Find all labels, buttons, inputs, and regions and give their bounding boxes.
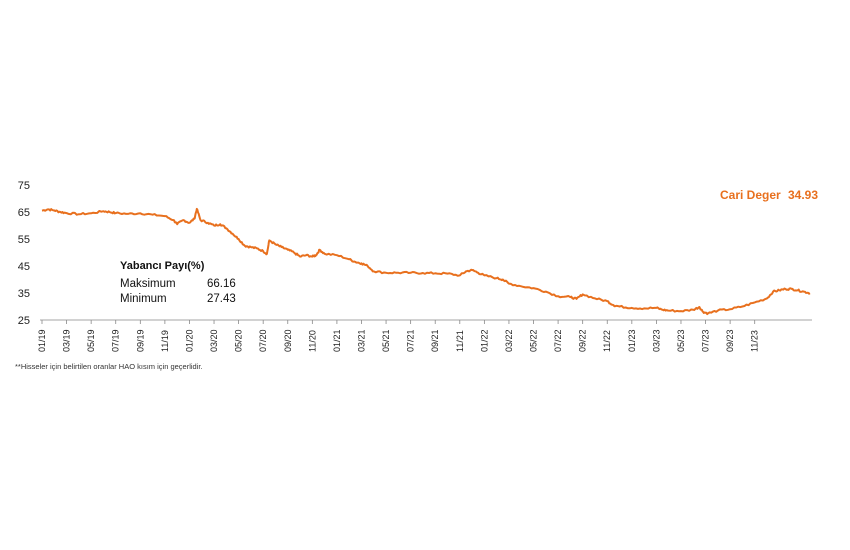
max-label: Maksimum (120, 278, 176, 290)
y-tick-label: 35 (18, 288, 30, 300)
x-tick-label: 01/22 (479, 329, 489, 352)
min-label: Minimum (120, 293, 167, 305)
x-tick-label: 11/19 (160, 330, 170, 352)
x-tick-label: 05/20 (234, 329, 244, 352)
x-tick-label: 07/21 (406, 329, 416, 352)
y-tick-label: 45 (18, 261, 30, 273)
x-axis: 01/19 03/19 05/19 07/19 09/19 11/19 01/20 03/20… (37, 320, 760, 352)
x-tick-label: 03/22 (504, 329, 514, 352)
current-value-number: 34.93 (788, 188, 818, 202)
x-tick-label: 05/22 (529, 329, 539, 352)
x-tick-label: 09/23 (725, 329, 735, 352)
y-axis: 25 35 45 55 65 75 (18, 180, 30, 327)
x-tick-label: 01/20 (184, 329, 194, 352)
x-tick-label: 09/19 (135, 329, 145, 352)
series-line-yabanci-payi (41, 207, 811, 316)
x-tick-label: 03/20 (209, 329, 219, 352)
x-tick-label: 01/23 (627, 329, 637, 352)
max-value: 66.16 (207, 278, 236, 290)
min-value: 27.43 (207, 293, 236, 305)
info-box: Yabancı Payı(%) Maksimum 66.16 Minimum 2… (120, 260, 236, 305)
info-box-title: Yabancı Payı(%) (120, 260, 205, 272)
x-tick-label: 03/21 (356, 329, 366, 352)
x-tick-label: 07/23 (701, 329, 711, 352)
x-tick-label: 07/22 (553, 329, 563, 352)
x-tick-label: 03/23 (651, 329, 661, 352)
x-tick-label: 05/19 (86, 329, 96, 352)
y-tick-label: 55 (18, 234, 30, 246)
y-tick-label: 25 (18, 315, 30, 327)
x-tick-label: 05/21 (381, 329, 391, 352)
x-tick-label: 11/21 (455, 330, 465, 352)
x-tick-label: 11/22 (602, 330, 612, 352)
x-tick-label: 03/19 (62, 329, 72, 352)
y-tick-label: 75 (18, 180, 30, 192)
current-value: Cari Deger 34.93 (720, 188, 818, 202)
x-tick-label: 09/21 (430, 329, 440, 352)
x-tick-label: 09/22 (578, 329, 588, 352)
x-tick-label: 07/19 (111, 329, 121, 352)
current-value-label: Cari Deger (720, 188, 781, 202)
x-tick-label: 01/21 (332, 329, 342, 352)
x-tick-label: 11/23 (750, 330, 760, 352)
x-tick-label: 07/20 (258, 329, 268, 352)
footnote: **Hisseler için belirtilen oranlar HAO k… (15, 362, 203, 371)
y-tick-label: 65 (18, 207, 30, 219)
x-tick-label: 01/19 (37, 329, 47, 352)
x-tick-label: 09/20 (283, 329, 293, 352)
x-tick-label: 11/20 (307, 330, 317, 352)
x-tick-label: 05/23 (676, 329, 686, 352)
